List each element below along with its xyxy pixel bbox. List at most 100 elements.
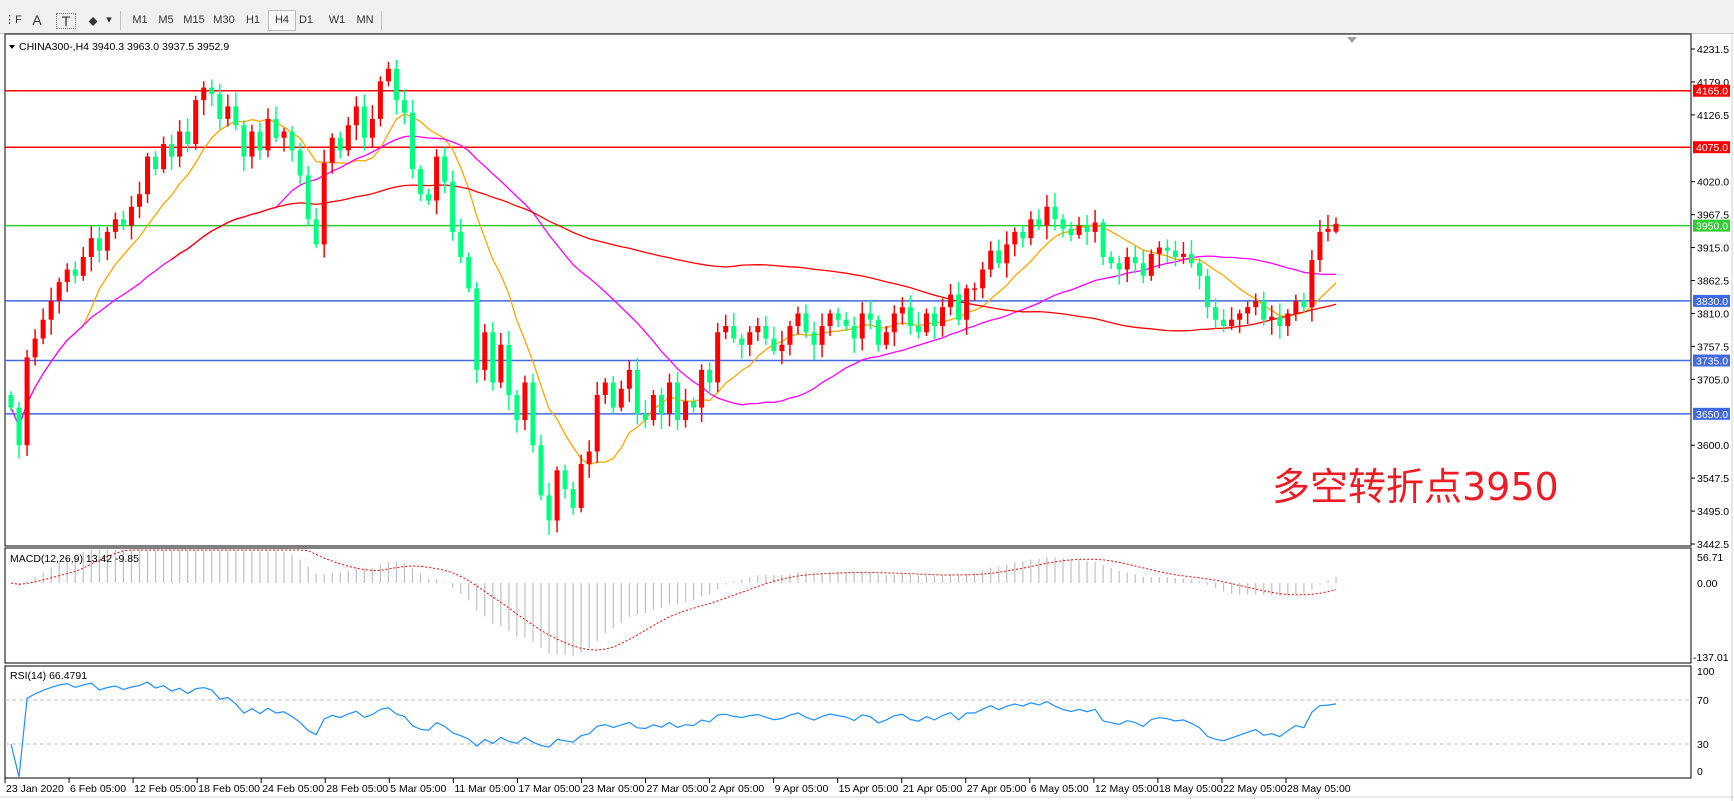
candle-body	[241, 125, 247, 157]
candle-body	[24, 357, 30, 446]
candle-body	[377, 81, 383, 119]
chart-header: CHINA300-,H4 3940.3 3963.0 3937.5 3952.9	[19, 41, 229, 53]
candle-body	[570, 489, 576, 508]
time-tick-label: 6 Feb 05:00	[70, 783, 126, 795]
timeframe-m1[interactable]: M1	[132, 14, 148, 26]
candle-body	[956, 294, 962, 320]
candle-body	[634, 369, 640, 414]
candle-body	[136, 194, 142, 207]
candle-body	[64, 269, 70, 283]
candle-body	[385, 68, 391, 82]
candle-body	[1196, 263, 1202, 276]
candle-body	[1116, 263, 1122, 270]
text-tool-icon[interactable]: A	[32, 12, 42, 28]
candle-body	[16, 407, 22, 446]
timeframe-mn[interactable]: MN	[356, 14, 374, 26]
candle-body	[1028, 219, 1034, 239]
timeframe-h1[interactable]: H1	[245, 14, 261, 26]
candle-body	[867, 313, 873, 320]
macd-panel[interactable]	[4, 547, 1692, 664]
candle-body	[112, 219, 118, 232]
candle-body	[899, 307, 905, 314]
candle-body	[787, 325, 793, 345]
candle-body	[72, 269, 78, 276]
candle-body	[1205, 275, 1211, 308]
candle-body	[128, 206, 134, 226]
candle-body	[40, 319, 46, 339]
candle-body	[1044, 206, 1050, 226]
candle-body	[225, 106, 231, 119]
horizontal-levels[interactable]: 4165.0 4075.0 3950.0 3830.0 3735.0 3650.0	[5, 84, 1730, 421]
candle-body	[707, 369, 713, 383]
level-price-label: 3950.0	[1696, 221, 1728, 233]
candle-body	[554, 470, 560, 521]
rsi-axis-70: 70	[1697, 695, 1709, 707]
rsi-panel[interactable]	[4, 665, 1692, 779]
main-price-panel[interactable]	[4, 33, 1692, 547]
candle-body	[56, 282, 62, 301]
ma-fast-line	[26, 113, 1337, 466]
candle-body	[650, 395, 656, 421]
candle-body	[626, 369, 632, 389]
candle-body	[1269, 316, 1275, 320]
candle-body	[980, 269, 986, 289]
macd-label: MACD(12,26,9) 13.42 -9.85	[10, 553, 139, 565]
candle-body	[1132, 256, 1138, 264]
candle-body	[522, 382, 528, 421]
candle-body	[747, 332, 753, 345]
timeframe-h4[interactable]: H4	[268, 10, 296, 31]
timeframe-m5[interactable]: M5	[158, 14, 174, 26]
time-tick-label: 9 Apr 05:00	[775, 783, 829, 795]
candle-body	[120, 219, 126, 226]
candle-body	[940, 307, 946, 326]
time-tick-label: 5 Mar 05:00	[390, 783, 446, 795]
candle-body	[827, 313, 833, 326]
candle-body	[1188, 253, 1194, 264]
level-price-label: 3650.0	[1696, 409, 1728, 421]
toolbar-separator	[120, 11, 121, 30]
candle-body	[666, 382, 672, 414]
rsi-axis-100: 100	[1697, 666, 1715, 678]
candle-body	[1229, 319, 1235, 326]
candle-body	[803, 313, 809, 333]
dropdown-arrow-icon[interactable]: ▾	[106, 14, 112, 26]
candle-body	[811, 332, 817, 345]
candle-body	[297, 150, 303, 176]
text-label-tool-icon[interactable]: T	[56, 13, 76, 29]
timeframe-m30[interactable]: M30	[213, 14, 235, 26]
candle-body	[795, 313, 801, 326]
time-tick-label: 2 Apr 05:00	[711, 783, 765, 795]
candle-body	[96, 238, 102, 251]
macd-signal-line	[10, 549, 1337, 651]
candle-body	[305, 175, 311, 220]
candle-body	[972, 288, 978, 290]
timeframe-w1[interactable]: W1	[328, 14, 346, 26]
candle-body	[964, 288, 970, 320]
candle-body	[1124, 256, 1130, 270]
chart-shift-marker-icon[interactable]	[1347, 37, 1357, 43]
timeframe-m15[interactable]: M15	[183, 14, 205, 26]
candle-body	[1172, 250, 1178, 257]
candle-body	[538, 445, 544, 496]
price-tick-label: 4020.0	[1697, 177, 1729, 189]
price-tick-label: 4126.5	[1697, 110, 1729, 122]
candle-body	[1245, 307, 1251, 314]
candle-body	[1317, 231, 1323, 261]
candle-body	[530, 382, 536, 446]
candle-body	[931, 313, 937, 326]
shapes-tool-icon[interactable]: ⬥	[88, 13, 98, 28]
period-separators-icon[interactable]: ⋮F	[4, 14, 22, 26]
price-tick-label: 3967.5	[1697, 210, 1729, 222]
timeframe-d1[interactable]: D1	[298, 14, 314, 26]
candle-body	[474, 288, 480, 370]
candle-body	[458, 231, 464, 257]
price-tick-label: 3810.0	[1697, 308, 1729, 320]
candle-body	[923, 313, 929, 333]
collapse-triangle-icon[interactable]	[9, 45, 15, 49]
chart-toolbar: ⋮F A T ⬥ ▾ M1 M5 M15 M30 H1 H4 D1 W1 MN	[0, 8, 1734, 34]
level-price-label: 3830.0	[1696, 296, 1728, 308]
rsi-label: RSI(14) 66.4791	[10, 670, 87, 682]
price-tick-label: 3757.5	[1697, 341, 1729, 353]
candle-body	[434, 156, 440, 201]
